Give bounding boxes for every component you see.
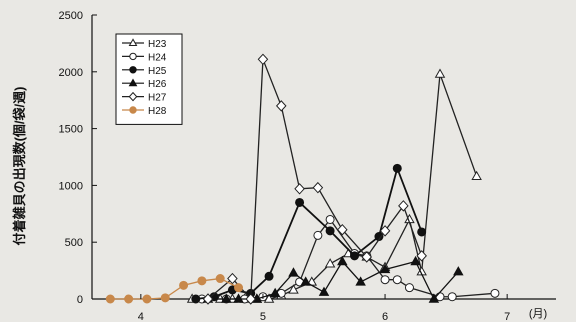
data-point [361,251,373,263]
data-point [179,280,189,290]
data-point [264,271,274,281]
legend-box [115,33,183,125]
y-tick-label: 500 [65,237,83,249]
legend-marker [128,78,138,87]
legend-item-h24: H24 [122,52,167,63]
y-tick-label: 1000 [59,180,83,192]
data-point [392,163,402,173]
data-point [312,181,324,194]
legend-item-h27: H27 [122,91,167,104]
legend-label: H24 [148,52,167,63]
x-tick-label: 6 [382,311,388,322]
legend-label: H26 [148,79,167,90]
data-point [294,183,305,195]
data-point [313,230,323,240]
legend-item-h26: H26 [122,78,167,90]
data-point [215,274,225,284]
x-tick-label: 5 [260,311,266,322]
data-point [428,293,440,303]
legend-label: H25 [148,66,167,77]
y-tick-label: 2500 [59,10,83,22]
data-point [325,214,335,224]
x-tick-label: 4 [138,311,144,322]
data-point [318,286,330,296]
legend-item-h25: H25 [122,66,167,77]
data-point [453,266,464,276]
data-point [417,227,427,237]
data-point [380,275,390,285]
data-point [257,53,269,66]
data-point [337,223,348,236]
y-tick-label: 2000 [59,67,83,79]
legend-label: H27 [148,93,167,104]
legend-label: H28 [148,106,167,117]
legend-marker [128,38,138,47]
y-axis-label: 付着雑貝の出現数(個/袋/週) [12,87,27,246]
data-point [295,197,305,207]
data-point [160,293,170,303]
data-point [233,293,244,303]
data-point [300,276,311,286]
series-layer [105,53,500,305]
data-point [434,68,446,78]
legend-item-h28: H28 [122,106,167,117]
legend-marker [129,66,137,74]
data-point [404,283,414,293]
data-point [234,283,244,293]
axis-layer: 0 500 1000 1500 2000 2500 4 5 6 7 [59,10,511,322]
data-point [191,294,201,304]
data-point [324,258,336,268]
data-point [350,251,360,261]
series-line-h27 [207,59,423,301]
data-point [325,226,335,236]
data-point [275,100,287,112]
data-point [398,200,409,212]
legend-label: H23 [148,39,167,50]
y-tick-label: 1500 [59,124,83,136]
data-point [471,170,482,181]
legend-marker [129,106,137,114]
y-tick-label: 0 [77,294,83,306]
series-h27 [202,53,427,305]
data-point [124,294,134,304]
legend-item-h23: H23 [122,38,167,50]
data-point [269,287,281,298]
data-point [447,292,457,302]
data-point [202,293,214,305]
data-point [245,293,257,305]
legend: H23 H24 H25 H26 H27 H28 [115,33,183,125]
data-point [392,275,402,285]
data-point [379,263,391,274]
data-point [105,294,115,304]
data-point [416,250,427,262]
data-point [227,272,238,285]
series-h26 [202,255,464,303]
data-point [490,288,500,298]
data-point [197,276,207,286]
legend-marker [128,91,138,102]
data-point [221,293,232,303]
series-h28 [105,274,244,304]
x-tick-label: 7 [504,311,510,322]
data-point [288,267,299,277]
data-point [337,255,348,266]
data-point [288,284,299,294]
legend-marker [129,52,137,61]
data-point [142,294,152,304]
x-axis-label: (月) [529,308,547,320]
data-point [410,255,421,266]
data-point [379,225,391,237]
series-h25 [191,163,427,304]
data-point [355,276,366,286]
